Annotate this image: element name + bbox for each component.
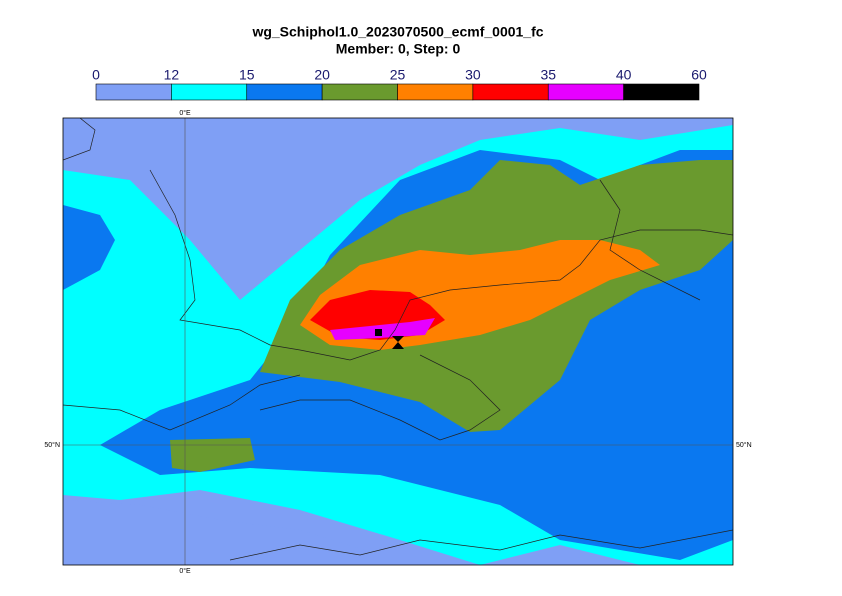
subtitle: Member: 0, Step: 0 [336, 41, 461, 57]
map [63, 118, 733, 565]
colorbar-segment [171, 83, 248, 101]
colorbar-segment [321, 83, 398, 101]
colorbar-segment [95, 83, 172, 101]
colorbar-tick-label: 0 [92, 67, 100, 83]
colorbar-tick-label: 30 [465, 67, 481, 83]
coastlines [63, 118, 733, 561]
colorbar-tick-label: 60 [691, 67, 707, 83]
colorbar-tick-label: 20 [314, 67, 330, 83]
station-marker [392, 336, 404, 349]
parallel-label: 50°N [44, 441, 60, 449]
colorbar-segment [472, 83, 549, 101]
title: wg_Schiphol1.0_2023070500_ecmf_0001_fc [251, 24, 543, 40]
field-35-40 [330, 318, 435, 340]
colorbar: 0 12 15 20 25 30 35 40 60 [92, 67, 707, 101]
colorbar-tick-label: 35 [540, 67, 556, 83]
meridian-label: 0°E [179, 567, 191, 575]
field-40-60 [375, 329, 382, 336]
field-0-12 [63, 500, 420, 565]
colorbar-tick-label: 12 [164, 67, 180, 83]
colorbar-segment [547, 83, 624, 101]
colorbar-segment [397, 83, 474, 101]
colorbar-tick-label: 15 [239, 67, 255, 83]
colorbar-tick-label: 40 [616, 67, 632, 83]
parallel-label: 50°N [736, 441, 752, 449]
field-15-20 [63, 205, 115, 290]
colorbar-tick-label: 25 [390, 67, 406, 83]
colorbar-segment [246, 83, 323, 101]
colorbar-segment [623, 83, 700, 101]
meridian-label: 0°E [179, 109, 191, 117]
field-20-25 [170, 438, 255, 472]
map-frame [62, 117, 734, 566]
